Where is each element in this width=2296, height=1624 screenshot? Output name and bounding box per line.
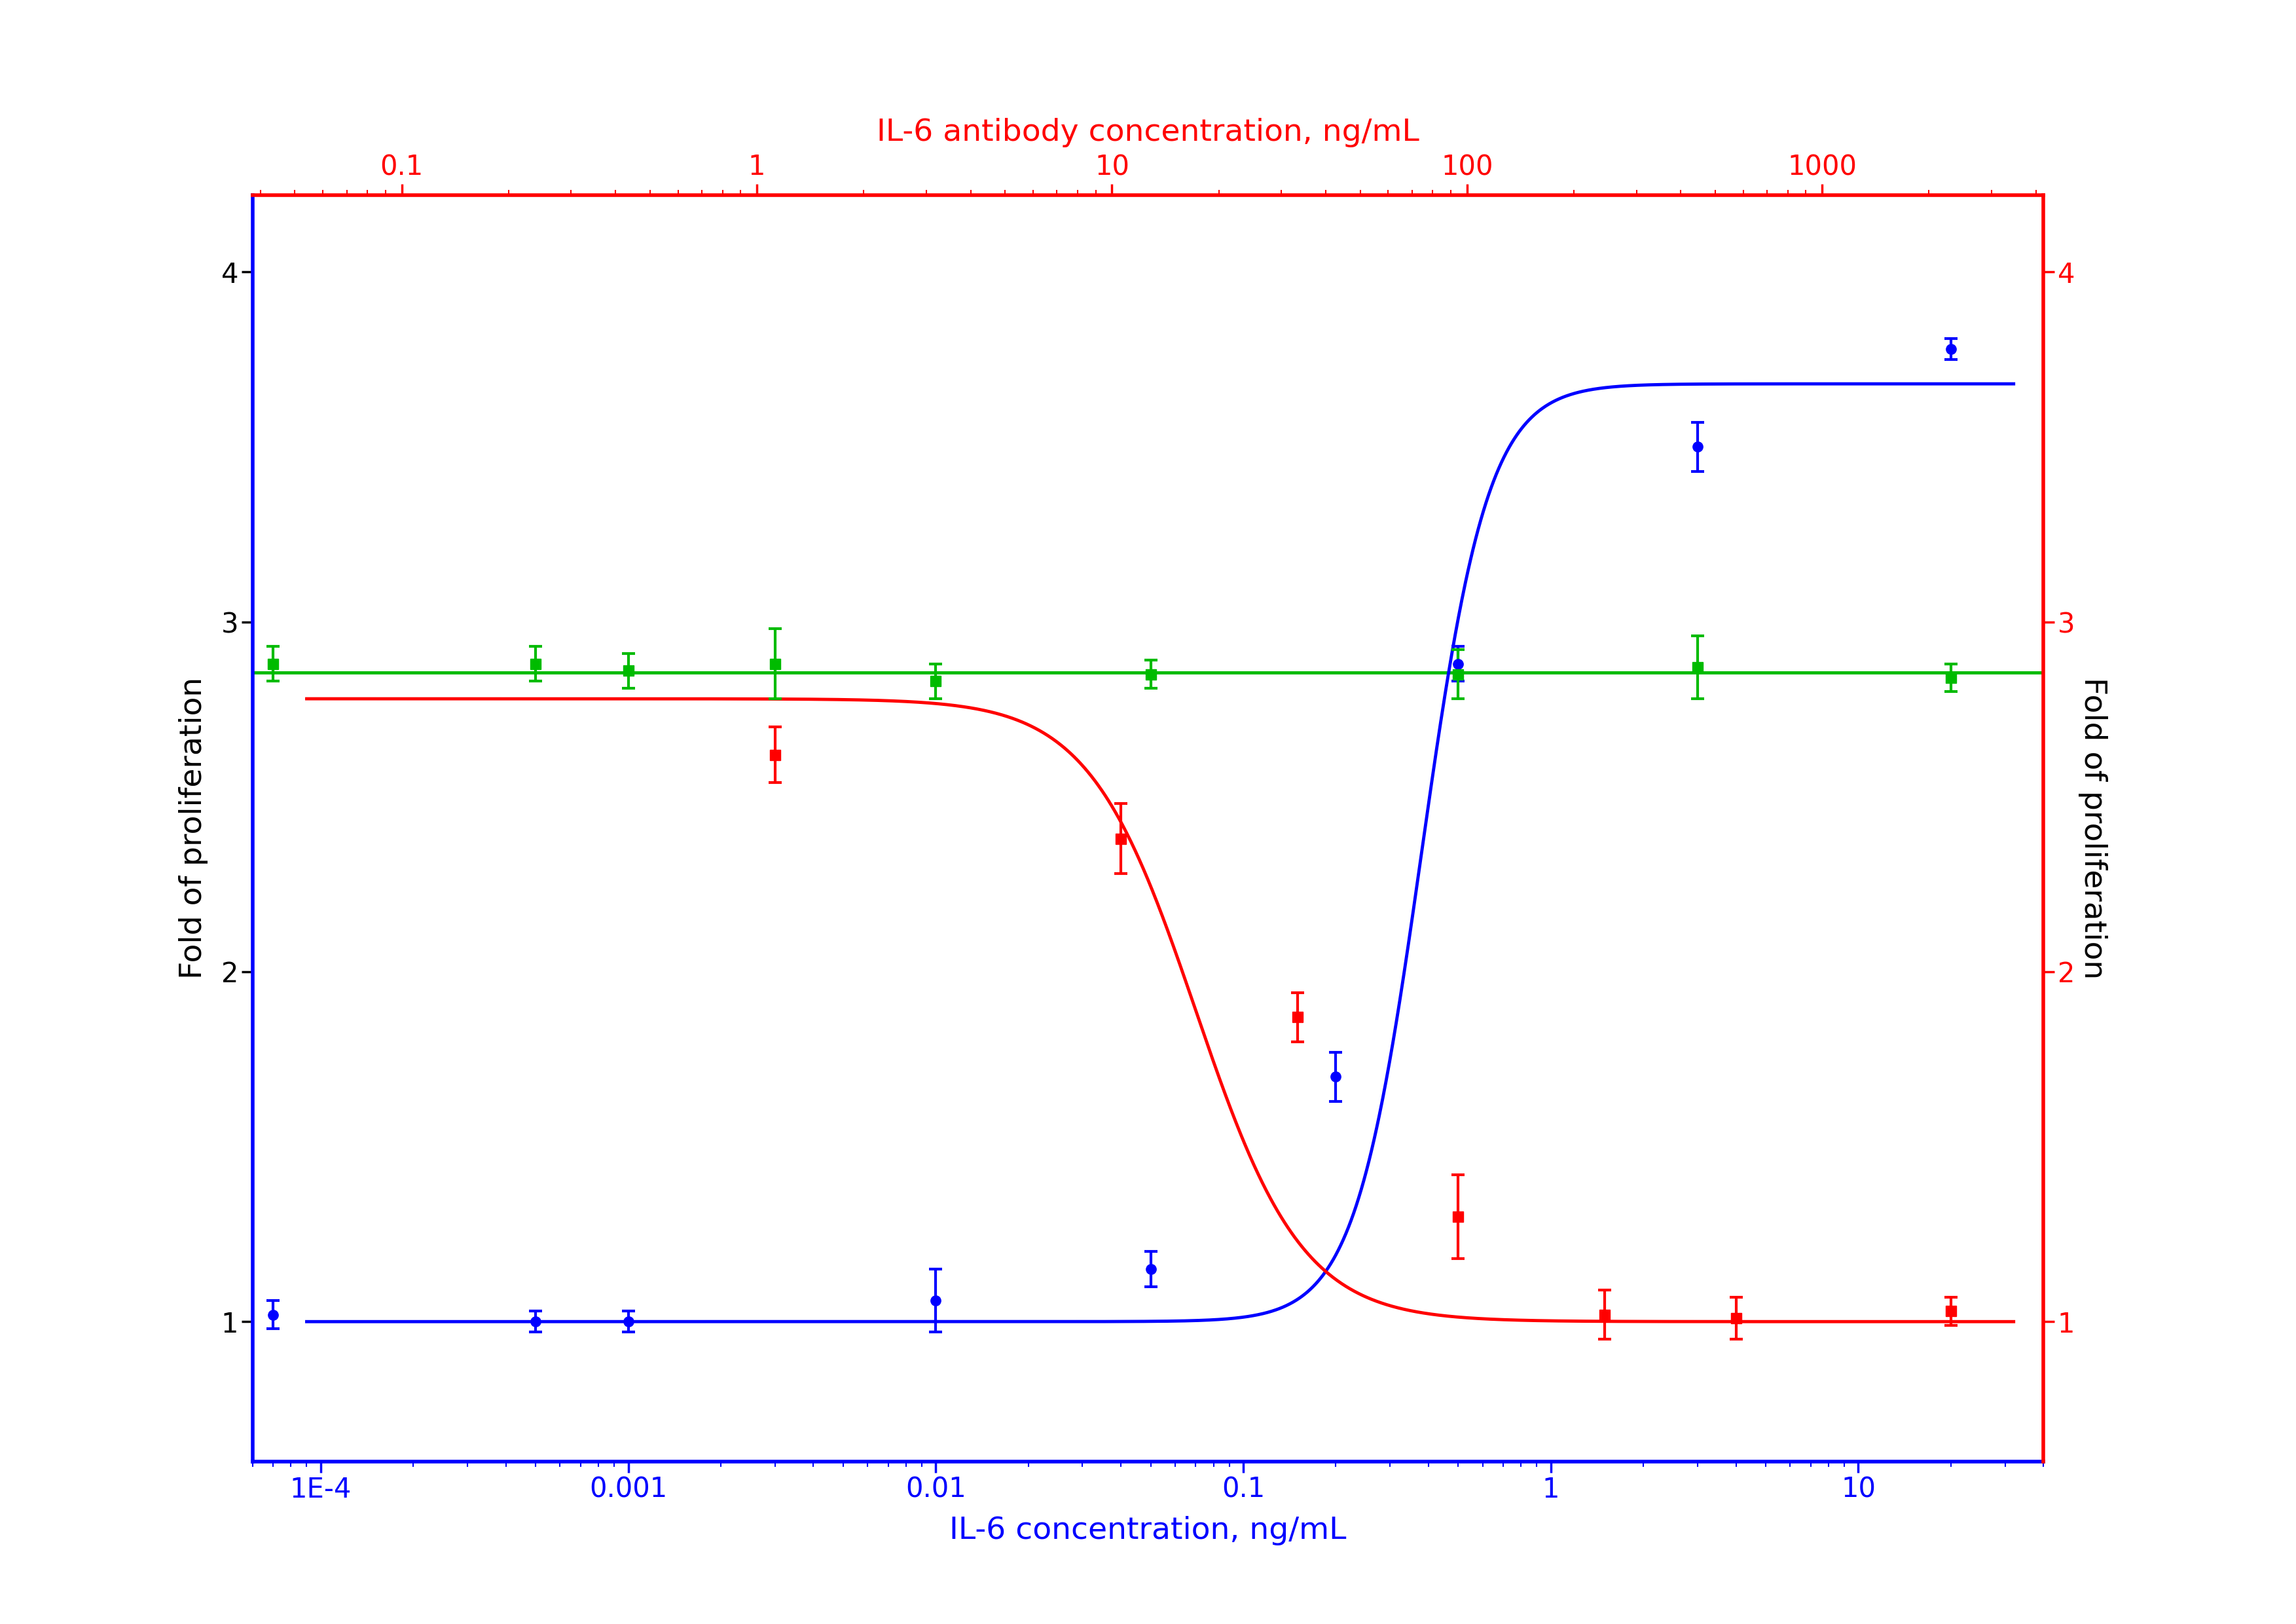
- Y-axis label: Fold of proliferation: Fold of proliferation: [179, 677, 209, 979]
- X-axis label: IL-6 concentration, ng/mL: IL-6 concentration, ng/mL: [951, 1515, 1345, 1546]
- Y-axis label: Fold of proliferation: Fold of proliferation: [2078, 677, 2108, 979]
- X-axis label: IL-6 antibody concentration, ng/mL: IL-6 antibody concentration, ng/mL: [877, 117, 1419, 148]
